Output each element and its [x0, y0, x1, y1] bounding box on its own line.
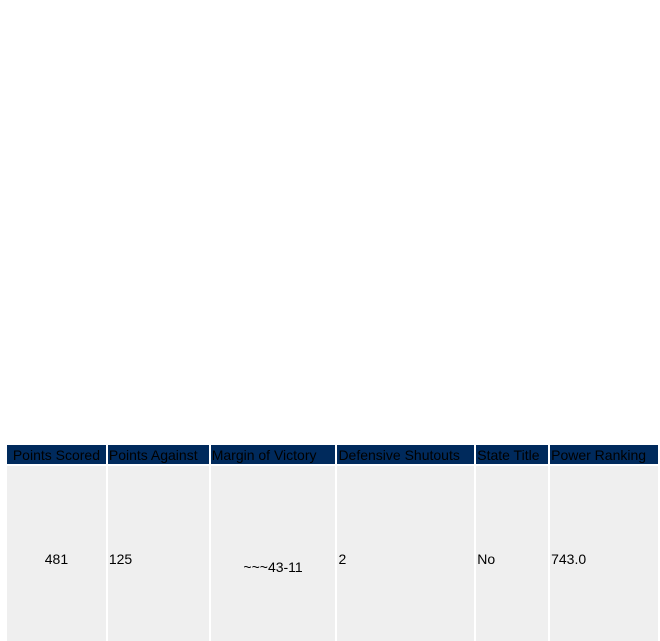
header-margin-of-victory: Margin of Victory	[210, 445, 336, 464]
header-row: Points Scored Points Against Margin of V…	[7, 445, 658, 464]
cell-margin-of-victory: ~~~43-11	[210, 466, 336, 641]
header-power-ranking: Power Ranking	[550, 445, 658, 464]
header-defensive-shutouts: Defensive Shutouts	[337, 445, 475, 464]
header-points-against: Points Against	[107, 445, 209, 464]
cell-state-title: No	[476, 466, 549, 641]
cell-points-against: 125	[107, 466, 209, 641]
cell-points-scored: 481	[7, 466, 106, 641]
cell-defensive-shutouts: 2	[337, 466, 475, 641]
header-points-scored: Points Scored	[7, 445, 106, 464]
header-state-title: State Title	[476, 445, 549, 464]
stats-table: Points Scored Points Against Margin of V…	[5, 443, 660, 641]
cell-power-ranking: 743.0	[550, 466, 658, 641]
table-row: 481 125 ~~~43-11 2 No 743.0	[7, 466, 658, 641]
